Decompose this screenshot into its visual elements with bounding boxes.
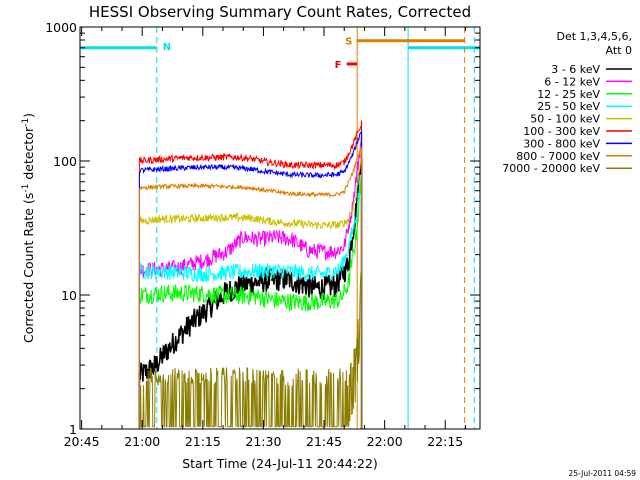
legend-entry-label: 300 - 800 keV — [523, 137, 600, 150]
x-axis-label: Start Time (24-Jul-11 20:44:22) — [182, 456, 378, 471]
legend-entry-label: 100 - 300 keV — [523, 125, 600, 138]
legend-header-1: Det 1,3,4,5,6, — [556, 30, 632, 43]
y-axis-label-sup-2: -1 — [21, 118, 31, 127]
series-line — [138, 120, 363, 429]
y-axis-label-mid: detector — [21, 126, 36, 184]
series-lines — [138, 120, 363, 429]
legend-entry-label: 3 - 6 keV — [551, 63, 600, 76]
flag-label: S — [345, 37, 352, 48]
plot-frame — [79, 26, 481, 430]
x-tick-label: 22:00 — [367, 434, 403, 449]
x-tick-label: 21:30 — [245, 434, 281, 449]
legend-entry-label: 12 - 25 keV — [537, 88, 600, 101]
series-line — [138, 147, 363, 429]
axes: 1 10 100 1000 20:45 21:00 21:15 21:30 21:45 22:00… — [45, 20, 481, 449]
x-tick-label: 20:45 — [64, 434, 100, 449]
legend-header-2: Att 0 — [606, 44, 632, 57]
chart-title: HESSI Observing Summary Count Rates, Cor… — [89, 3, 471, 21]
y-tick-label: 1000 — [45, 20, 77, 35]
legend-entry-label: 800 - 7000 keV — [516, 150, 600, 163]
x-tick-label: 21:45 — [306, 434, 342, 449]
series-line — [138, 157, 363, 429]
y-tick-label: 100 — [53, 154, 77, 169]
y-axis-label-sup-1: -1 — [21, 184, 31, 193]
y-axis-label: Corrected Count Rate (s-1 detector-1) — [21, 113, 36, 343]
series-line — [138, 270, 363, 429]
x-tick-label: 22:15 — [427, 434, 463, 449]
series-line — [138, 181, 363, 429]
flag-label: F — [335, 60, 342, 71]
y-tick-label: 1 — [69, 422, 77, 437]
series-line — [138, 153, 363, 429]
legend-entry-label: 7000 - 20000 keV — [502, 162, 600, 175]
series-line — [138, 175, 363, 429]
y-tick-label: 10 — [61, 288, 77, 303]
y-axis-label-main: Corrected Count Rate (s — [21, 193, 36, 343]
flag-label: N — [163, 42, 171, 53]
y-axis-label-end: ) — [21, 113, 36, 118]
legend-entry-label: 50 - 100 keV — [530, 113, 600, 126]
legend-entry-label: 6 - 12 keV — [544, 75, 600, 88]
legend-entry-label: 25 - 50 keV — [537, 100, 600, 113]
x-tick-label: 21:15 — [185, 434, 221, 449]
series-line — [138, 130, 363, 429]
footer-timestamp: 25-Jul-2011 04:59 — [568, 469, 636, 478]
x-tick-label: 21:00 — [124, 434, 160, 449]
